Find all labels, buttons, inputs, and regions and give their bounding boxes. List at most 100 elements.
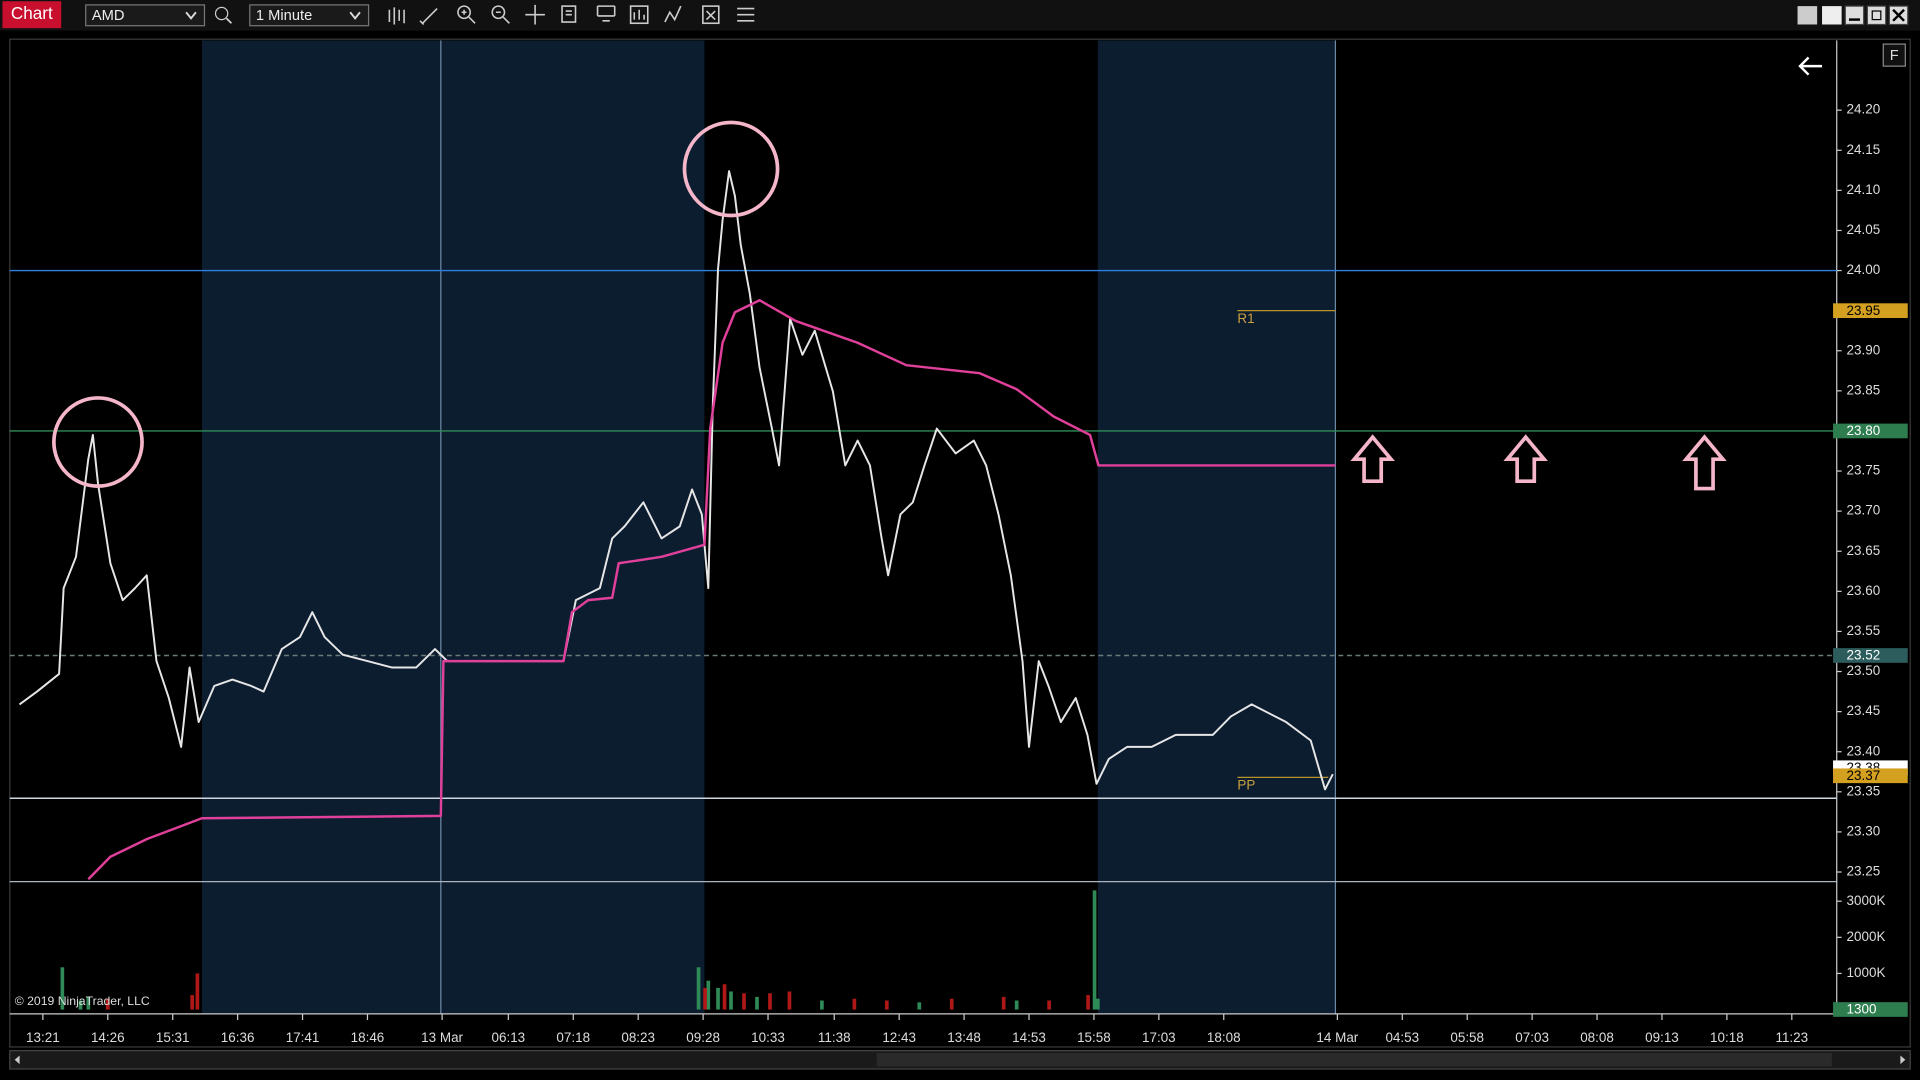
y-tick-label: 23.70 [1847, 503, 1881, 518]
x-tick-label: 04:53 [1385, 1030, 1419, 1045]
y-tick-label: 24.00 [1847, 262, 1881, 277]
volume-bar [722, 984, 727, 1010]
x-tick-label: 06:13 [492, 1030, 526, 1045]
y-tick-label: 23.85 [1847, 382, 1881, 397]
volume-bar [1047, 1000, 1051, 1010]
volume-bar [706, 980, 711, 1010]
pivot-label: PP [1237, 778, 1255, 793]
volume-bar [1095, 998, 1100, 1010]
volume-bar [716, 987, 720, 1010]
price-label-box [1833, 768, 1908, 784]
x-tick-label: 08:08 [1580, 1030, 1614, 1045]
session-band [1097, 40, 1336, 1014]
y-tick-label: 1000K [1847, 965, 1886, 980]
chart-tab[interactable] [2, 1, 62, 29]
x-tick-label: 13:48 [947, 1030, 981, 1045]
search-icon-handle [225, 17, 233, 24]
y-tick-label: 23.40 [1847, 743, 1881, 758]
volume-label-box [1833, 1002, 1908, 1017]
instrument-label: AMD [92, 8, 125, 24]
y-tick-label: 23.45 [1847, 703, 1881, 718]
x-tick-label: 08:23 [621, 1030, 655, 1045]
x-tick-label: 11:23 [1775, 1030, 1808, 1045]
volume-bar [949, 998, 954, 1010]
volume-bar [195, 973, 200, 1010]
y-tick-label: 23.75 [1847, 463, 1881, 478]
scrollbar-thumb[interactable] [876, 1053, 1832, 1067]
interval-select[interactable] [249, 4, 370, 27]
x-tick-label: 11:38 [818, 1030, 851, 1045]
volume-bar [917, 1002, 922, 1010]
interval-label: 1 Minute [256, 8, 312, 24]
x-tick-label: 10:33 [751, 1030, 785, 1045]
volume-bar [696, 967, 701, 1010]
volume-bar [60, 967, 65, 1010]
x-tick-label: 18:46 [351, 1030, 385, 1045]
vwap-line [87, 299, 1336, 881]
x-tick-label: 16:36 [221, 1030, 255, 1045]
panel-frame [9, 38, 1911, 1048]
y-tick-label: 2000K [1847, 929, 1886, 944]
y-tick-label: 23.90 [1847, 342, 1881, 357]
volume-bar [755, 996, 759, 1010]
x-tick-label: 17:41 [286, 1030, 320, 1045]
y-tick-label: 3000K [1847, 893, 1886, 908]
volume-bar [86, 996, 91, 1010]
volume-bar [820, 1000, 824, 1010]
dropdown-arrow [185, 11, 197, 20]
y-tick-label: 24.05 [1847, 222, 1881, 237]
y-tick-label: 24.10 [1847, 182, 1881, 197]
f-button-label: F [1890, 48, 1899, 64]
toolbar-icons[interactable] [388, 4, 755, 26]
price-label: 23.95 [1847, 303, 1881, 318]
back-arrow[interactable] [1798, 56, 1823, 76]
volume-bar [1086, 995, 1090, 1010]
volume-bar [1014, 1000, 1019, 1010]
price-label-box [1833, 648, 1908, 663]
y-tick-label: 23.50 [1847, 663, 1881, 678]
volume-bar [105, 998, 110, 1010]
up-arrows [1350, 434, 1727, 491]
f-button[interactable] [1882, 43, 1906, 67]
volume-bar [1001, 996, 1006, 1010]
volume-bar [742, 993, 746, 1010]
y-tick-label: 23.65 [1847, 543, 1881, 558]
volume-bar [1092, 890, 1097, 1010]
x-tick-label: 10:18 [1710, 1030, 1744, 1045]
y-tick-label: 23.35 [1847, 783, 1881, 798]
price-label-box [1833, 423, 1908, 439]
x-tick-label: 05:58 [1450, 1030, 1484, 1045]
volume-bar [852, 998, 857, 1010]
price-label-box [1833, 303, 1908, 319]
x-tick-label: 12:43 [882, 1030, 916, 1045]
x-tick-label: 09:13 [1645, 1030, 1679, 1045]
x-tick-label: 17:03 [1142, 1030, 1176, 1045]
copyright: © 2019 NinjaTrader, LLC [15, 994, 150, 1008]
x-tick-label: 13 Mar [421, 1030, 463, 1045]
volume-bar [884, 1000, 889, 1010]
y-tick-label: 23.55 [1847, 623, 1881, 638]
price-line [18, 170, 1334, 791]
volume-bar [787, 991, 792, 1010]
search-icon[interactable] [214, 6, 229, 21]
volume-bar [190, 995, 195, 1010]
instrument-select[interactable] [85, 4, 206, 27]
y-tick-label: 24.20 [1847, 102, 1881, 117]
y-tick-label: 23.30 [1847, 823, 1881, 838]
x-tick-label: 14:53 [1012, 1030, 1046, 1045]
x-tick-label: 07:18 [556, 1030, 590, 1045]
x-tick-label: 15:58 [1077, 1030, 1111, 1045]
session-band [201, 40, 705, 1014]
window-buttons[interactable] [1797, 5, 1909, 26]
x-tick-label: 14 Mar [1316, 1030, 1358, 1045]
price-label: 23.52 [1847, 648, 1881, 663]
price-label: 23.80 [1847, 423, 1881, 438]
x-tick-label: 14:26 [91, 1030, 125, 1045]
dropdown-arrow [349, 11, 361, 20]
y-tick-label: 23.25 [1847, 864, 1881, 879]
x-tick-label: 13:21 [26, 1030, 60, 1045]
volume-bar [78, 1000, 83, 1010]
highlight-circle [52, 396, 144, 488]
y-tick-label: 24.15 [1847, 142, 1881, 157]
